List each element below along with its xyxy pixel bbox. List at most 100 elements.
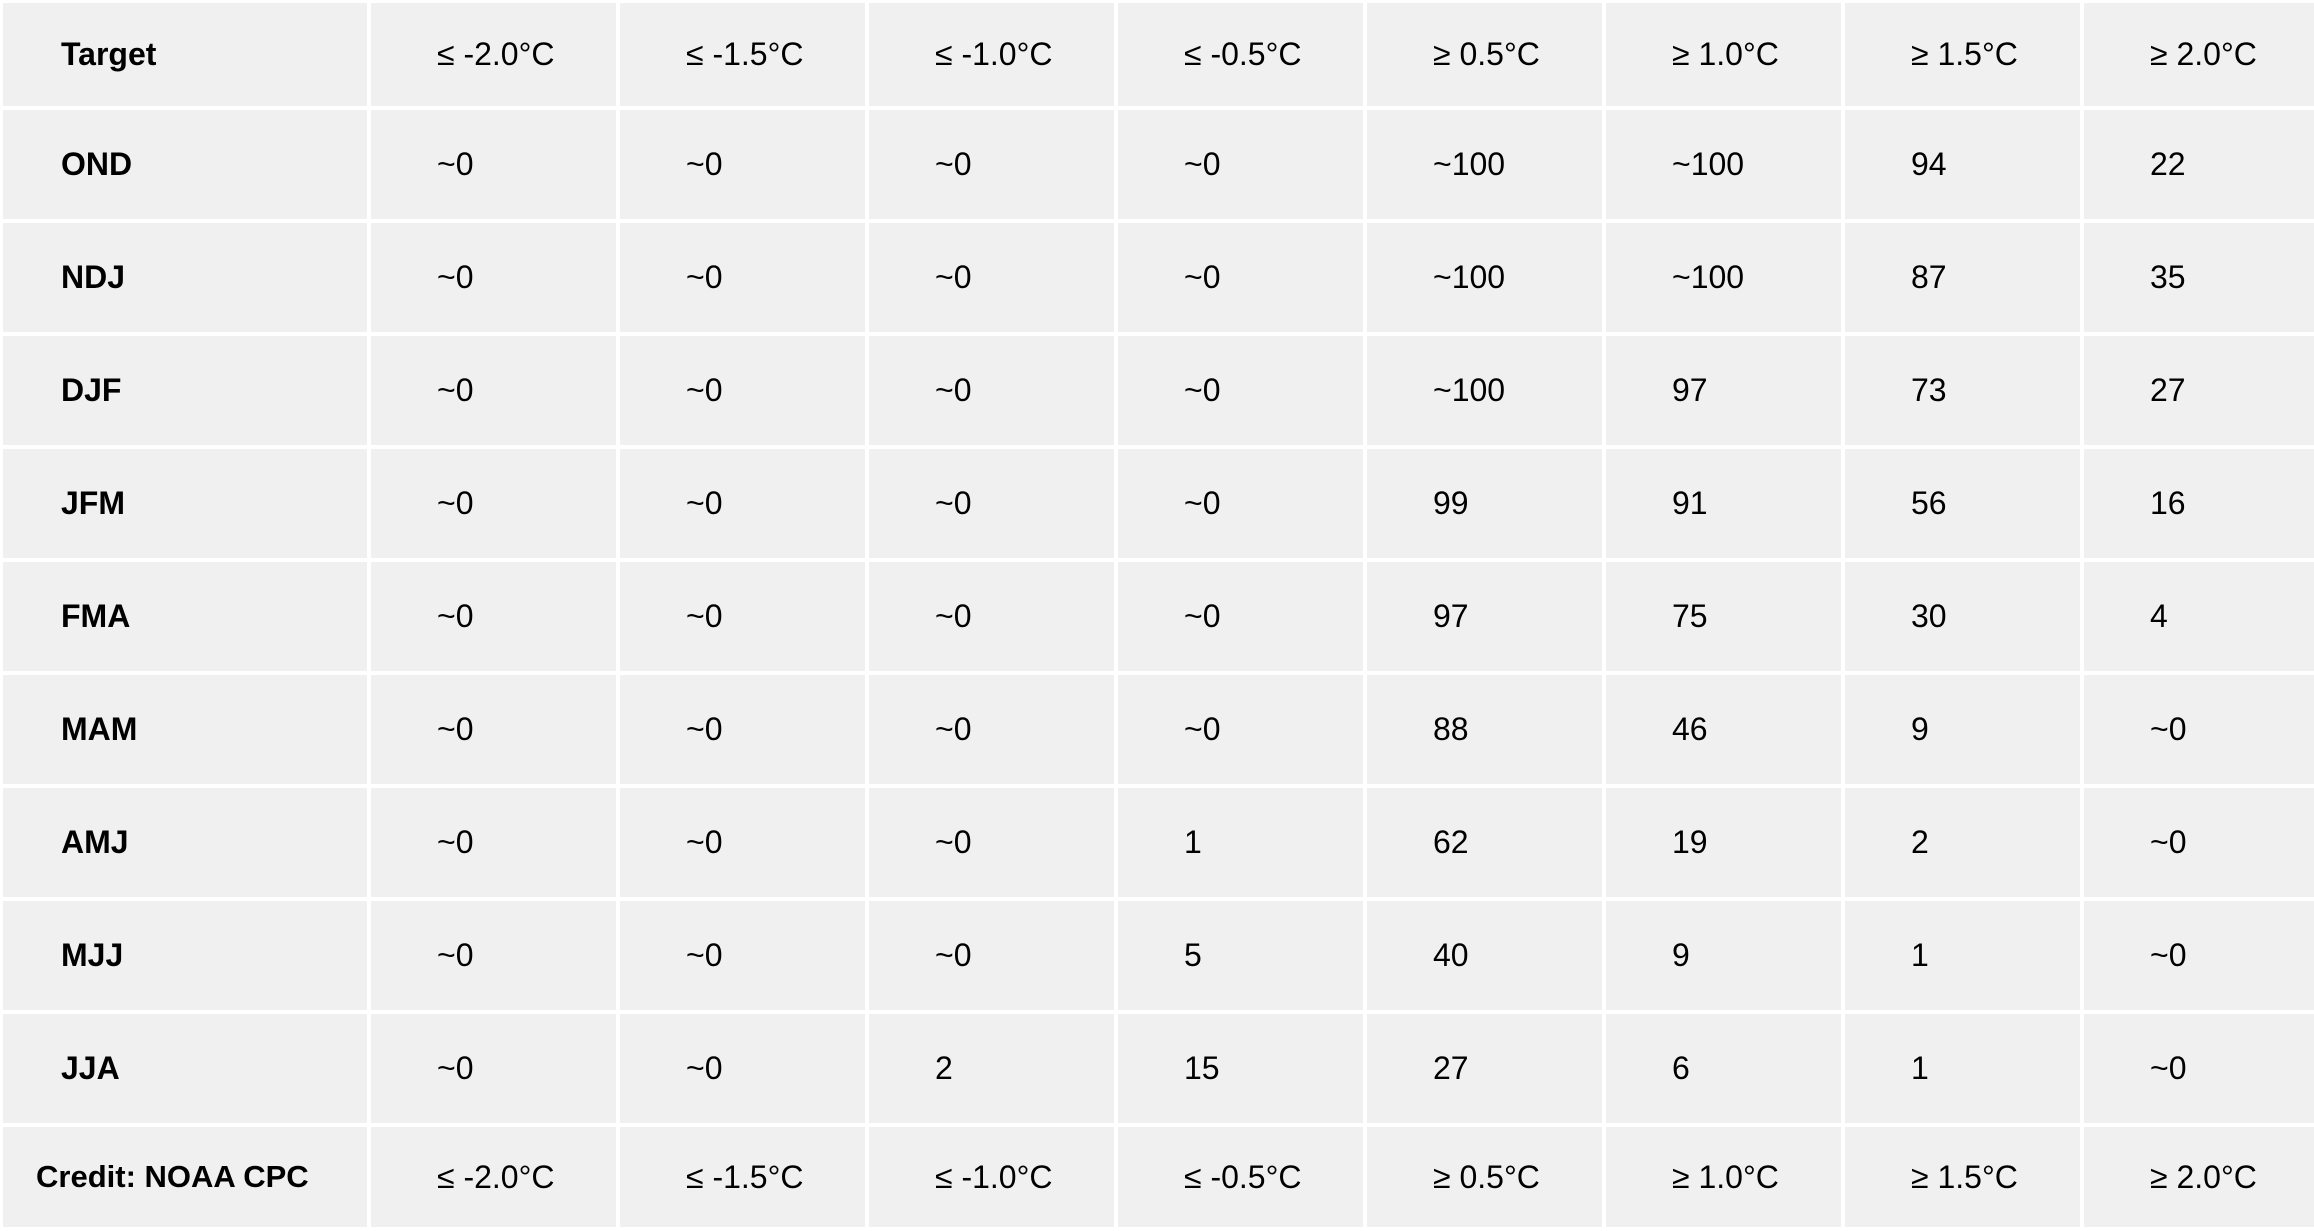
table-cell: 87 <box>1841 219 2084 336</box>
table-cell: ~100 <box>1363 332 1606 449</box>
table-cell: ~0 <box>865 106 1118 223</box>
table-row: NDJ ~0 ~0 ~0 ~0 ~100 ~100 87 35 <box>0 219 2314 336</box>
table-body: OND ~0 ~0 ~0 ~0 ~100 ~100 94 22 NDJ ~0 ~0 ~0 ~0 ~100 ~1… <box>0 106 2314 1127</box>
table-cell: ~0 <box>367 558 620 675</box>
table-row: MAM ~0 ~0 ~0 ~0 88 46 9 ~0 <box>0 671 2314 788</box>
column-header: ≤ -2.0°C <box>367 0 620 110</box>
table-cell: ~0 <box>616 332 869 449</box>
corner-header: Target <box>0 0 371 110</box>
table-cell: 99 <box>1363 445 1606 562</box>
row-header: MJJ <box>0 897 371 1014</box>
table-cell: 97 <box>1363 558 1606 675</box>
table-cell: 88 <box>1363 671 1606 788</box>
table-cell: 35 <box>2080 219 2314 336</box>
table-cell: ~0 <box>865 897 1118 1014</box>
table-cell: ~0 <box>2080 784 2314 901</box>
column-header: ≤ -1.0°C <box>865 0 1118 110</box>
table-cell: ~0 <box>616 897 869 1014</box>
footer-column-header: ≤ -0.5°C <box>1114 1123 1367 1231</box>
table-cell: ~0 <box>2080 671 2314 788</box>
table-cell: ~0 <box>2080 1010 2314 1127</box>
column-header: ≥ 1.0°C <box>1602 0 1845 110</box>
table-cell: ~0 <box>865 219 1118 336</box>
table-cell: 40 <box>1363 897 1606 1014</box>
table-cell: 46 <box>1602 671 1845 788</box>
table-cell: ~0 <box>2080 897 2314 1014</box>
table-cell: ~0 <box>367 784 620 901</box>
table-cell: 2 <box>865 1010 1118 1127</box>
table-cell: ~0 <box>865 671 1118 788</box>
table-cell: ~0 <box>616 106 869 223</box>
table-cell: ~0 <box>1114 219 1367 336</box>
footer-column-header: ≤ -1.0°C <box>865 1123 1118 1231</box>
table-cell: ~100 <box>1363 219 1606 336</box>
column-header: ≥ 0.5°C <box>1363 0 1606 110</box>
footer-column-header: ≤ -1.5°C <box>616 1123 869 1231</box>
table-cell: 97 <box>1602 332 1845 449</box>
table-cell: 94 <box>1841 106 2084 223</box>
table-cell: ~0 <box>367 671 620 788</box>
table-cell: 27 <box>1363 1010 1606 1127</box>
table-cell: 75 <box>1602 558 1845 675</box>
table-cell: ~0 <box>1114 106 1367 223</box>
table-cell: ~0 <box>616 445 869 562</box>
column-header: ≤ -0.5°C <box>1114 0 1367 110</box>
table-cell: ~0 <box>865 784 1118 901</box>
table-cell: ~100 <box>1602 219 1845 336</box>
column-header: ≥ 1.5°C <box>1841 0 2084 110</box>
table-cell: 15 <box>1114 1010 1367 1127</box>
table-cell: ~0 <box>367 897 620 1014</box>
footer-column-header: ≤ -2.0°C <box>367 1123 620 1231</box>
table-cell: 9 <box>1602 897 1845 1014</box>
table-cell: 16 <box>2080 445 2314 562</box>
table-cell: ~0 <box>367 106 620 223</box>
table-cell: ~100 <box>1602 106 1845 223</box>
table-cell: ~0 <box>616 219 869 336</box>
table-row: JFM ~0 ~0 ~0 ~0 99 91 56 16 <box>0 445 2314 562</box>
table-cell: ~0 <box>1114 332 1367 449</box>
footer-column-header: ≥ 0.5°C <box>1363 1123 1606 1231</box>
header-row: Target ≤ -2.0°C ≤ -1.5°C ≤ -1.0°C ≤ -0.5… <box>0 0 2314 110</box>
table-cell: 19 <box>1602 784 1845 901</box>
column-header: ≤ -1.5°C <box>616 0 869 110</box>
table-cell: ~0 <box>616 784 869 901</box>
table-cell: ~0 <box>1114 445 1367 562</box>
row-header: AMJ <box>0 784 371 901</box>
table-cell: 22 <box>2080 106 2314 223</box>
row-header: MAM <box>0 671 371 788</box>
row-header: NDJ <box>0 219 371 336</box>
table-cell: ~0 <box>616 1010 869 1127</box>
table-cell: 62 <box>1363 784 1606 901</box>
footer-column-header: ≥ 1.0°C <box>1602 1123 1845 1231</box>
table-cell: ~0 <box>1114 671 1367 788</box>
table-row: MJJ ~0 ~0 ~0 5 40 9 1 ~0 <box>0 897 2314 1014</box>
row-header: JFM <box>0 445 371 562</box>
row-header: DJF <box>0 332 371 449</box>
table-cell: ~0 <box>367 332 620 449</box>
table-cell: 1 <box>1841 897 2084 1014</box>
table-cell: 5 <box>1114 897 1367 1014</box>
table-row: FMA ~0 ~0 ~0 ~0 97 75 30 4 <box>0 558 2314 675</box>
table-cell: 4 <box>2080 558 2314 675</box>
table-cell: ~0 <box>865 558 1118 675</box>
table-row: DJF ~0 ~0 ~0 ~0 ~100 97 73 27 <box>0 332 2314 449</box>
table-cell: ~0 <box>865 445 1118 562</box>
table-cell: 6 <box>1602 1010 1845 1127</box>
footer-column-header: ≥ 2.0°C <box>2080 1123 2314 1231</box>
row-header: JJA <box>0 1010 371 1127</box>
table-cell: 1 <box>1841 1010 2084 1127</box>
footer-row: Credit: NOAA CPC ≤ -2.0°C ≤ -1.5°C ≤ -1.… <box>0 1123 2314 1231</box>
table-cell: ~0 <box>367 219 620 336</box>
credit-label: Credit: NOAA CPC <box>0 1123 371 1231</box>
column-header: ≥ 2.0°C <box>2080 0 2314 110</box>
table-cell: ~0 <box>865 332 1118 449</box>
table-cell: ~100 <box>1363 106 1606 223</box>
table-cell: 27 <box>2080 332 2314 449</box>
footer-column-header: ≥ 1.5°C <box>1841 1123 2084 1231</box>
table-cell: ~0 <box>367 1010 620 1127</box>
table-cell: 2 <box>1841 784 2084 901</box>
table-cell: ~0 <box>367 445 620 562</box>
table-cell: 91 <box>1602 445 1845 562</box>
